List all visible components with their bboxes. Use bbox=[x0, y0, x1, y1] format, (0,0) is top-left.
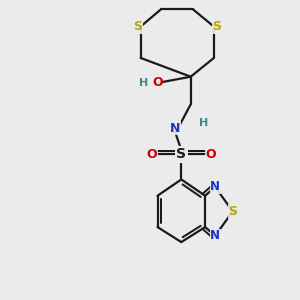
Text: O: O bbox=[206, 148, 216, 161]
Text: H: H bbox=[139, 78, 148, 88]
Text: N: N bbox=[210, 181, 220, 194]
Text: N: N bbox=[170, 122, 180, 135]
Text: S: S bbox=[228, 205, 237, 218]
Text: S: S bbox=[212, 20, 221, 33]
Text: H: H bbox=[199, 118, 208, 128]
Text: S: S bbox=[133, 20, 142, 33]
Text: N: N bbox=[210, 229, 220, 242]
Text: S: S bbox=[176, 147, 186, 161]
Text: O: O bbox=[147, 148, 157, 161]
Text: O: O bbox=[152, 76, 163, 89]
